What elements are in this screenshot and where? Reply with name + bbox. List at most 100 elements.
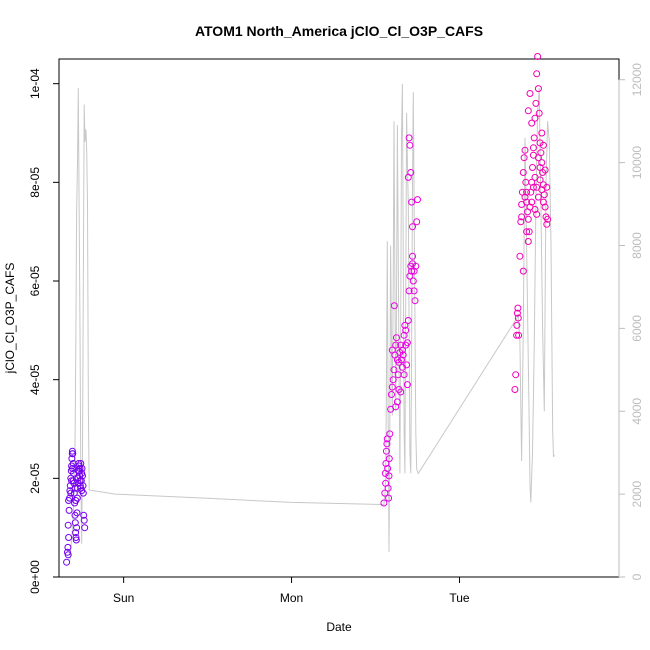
data-point <box>409 277 417 285</box>
data-point <box>525 228 533 236</box>
data-point <box>518 213 526 221</box>
data-point <box>75 460 83 467</box>
y-tick-label: 8e-05 <box>28 167 42 198</box>
data-point <box>68 465 76 472</box>
data-point <box>64 543 72 551</box>
data-point <box>385 472 393 480</box>
data-point <box>78 465 86 472</box>
data-point <box>539 198 547 206</box>
y-tick-label: 0e+00 <box>28 560 42 594</box>
data-point <box>390 366 398 374</box>
y2-tick-label: 0 <box>630 573 644 580</box>
data-point <box>393 334 400 342</box>
data-point <box>403 361 411 369</box>
data-point <box>68 447 76 455</box>
data-point <box>513 331 521 339</box>
x-axis: Sun Mon Tue <box>113 577 470 605</box>
data-point <box>528 119 536 127</box>
data-point <box>530 134 538 142</box>
data-point <box>401 321 409 329</box>
data-point <box>381 489 389 497</box>
y2-tick-label: 6000 <box>630 315 644 342</box>
y-tick-label: 6e-05 <box>28 265 42 296</box>
data-point <box>524 215 532 223</box>
data-point <box>406 141 414 149</box>
y-tick-label: 1e-04 <box>28 68 42 99</box>
y2-tick-label: 8000 <box>630 232 644 259</box>
data-point <box>405 287 413 295</box>
data-point <box>400 371 408 379</box>
data-point <box>413 218 421 226</box>
data-point <box>519 267 527 275</box>
data-point <box>534 193 542 201</box>
data-point <box>68 477 76 485</box>
data-point <box>403 381 411 389</box>
data-point <box>80 516 88 524</box>
data-point <box>524 107 532 115</box>
chart-title: ATOM1 North_America jClO_Cl_O3P_CAFS <box>195 23 483 39</box>
data-point <box>543 220 551 228</box>
data-point <box>532 99 540 107</box>
data-point <box>411 297 419 305</box>
data-point <box>404 317 412 324</box>
data-point <box>536 176 544 184</box>
data-point <box>72 529 80 537</box>
data-point <box>72 534 80 541</box>
data-point <box>79 472 86 480</box>
data-point <box>531 114 539 122</box>
data-point <box>382 460 390 467</box>
data-point <box>80 511 88 519</box>
data-point <box>67 489 75 497</box>
y2-tick-label: 2000 <box>630 480 644 507</box>
data-point <box>71 519 79 527</box>
data-point <box>402 326 410 334</box>
data-point <box>386 430 394 438</box>
x-axis-label: Date <box>326 620 352 634</box>
data-point <box>388 391 395 398</box>
data-point <box>81 524 89 532</box>
data-point <box>389 376 397 384</box>
data-point <box>410 267 418 275</box>
data-point <box>76 465 84 472</box>
data-point <box>78 487 86 495</box>
data-point <box>414 196 421 204</box>
y-axis-label: jClO_Cl_O3P_CAFS <box>3 263 17 375</box>
data-point <box>409 252 416 260</box>
data-point <box>520 154 528 162</box>
data-point <box>380 499 388 507</box>
data-point <box>405 134 413 142</box>
data-point <box>71 484 79 492</box>
data-point <box>68 455 76 463</box>
data-point <box>408 198 416 206</box>
data-point <box>64 551 72 559</box>
data-point <box>395 358 403 366</box>
point-layer <box>63 53 552 566</box>
data-point <box>544 215 552 223</box>
data-point <box>74 479 82 487</box>
data-point <box>400 331 408 339</box>
data-point <box>521 193 529 201</box>
data-point <box>385 455 393 463</box>
x-tick-label: Tue <box>449 591 470 605</box>
data-point <box>65 534 73 541</box>
data-point <box>526 90 534 97</box>
y-tick-label: 4e-05 <box>28 364 42 395</box>
data-point <box>534 85 542 93</box>
data-point <box>73 509 81 517</box>
data-point <box>514 304 522 312</box>
data-point <box>519 169 527 176</box>
data-point <box>534 154 542 162</box>
y-tick-label: 2e-05 <box>28 463 42 494</box>
data-point <box>407 169 415 176</box>
data-point <box>533 210 541 218</box>
data-point <box>538 129 546 137</box>
data-point <box>392 403 400 411</box>
data-point <box>403 339 411 347</box>
data-point <box>541 203 549 211</box>
data-point <box>523 198 531 206</box>
data-point <box>535 109 543 117</box>
data-point <box>385 494 393 502</box>
data-point <box>382 447 390 455</box>
data-point <box>528 198 536 206</box>
